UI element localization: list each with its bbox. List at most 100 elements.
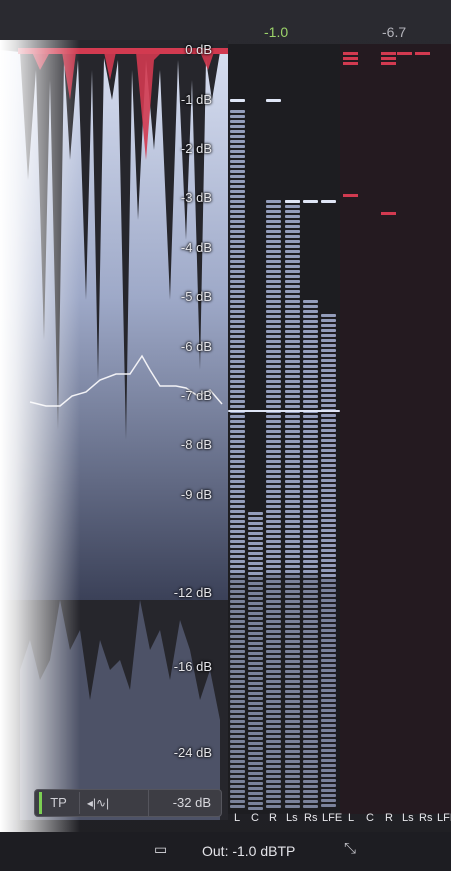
level-segment <box>285 360 300 363</box>
gr-segment <box>343 57 358 60</box>
level-segment <box>266 675 281 678</box>
level-segment <box>285 535 300 538</box>
waveform-reverse-button[interactable]: ◂|∿| <box>79 792 116 814</box>
level-segment <box>303 730 318 733</box>
level-segment <box>266 385 281 388</box>
level-segment <box>248 767 263 770</box>
level-segment <box>285 515 300 518</box>
level-segment <box>230 340 245 343</box>
overshoot-ceiling <box>18 48 228 54</box>
level-segment <box>303 400 318 403</box>
level-segment <box>303 480 318 483</box>
level-segment <box>230 585 245 588</box>
level-segment <box>285 340 300 343</box>
level-segment <box>230 180 245 183</box>
level-segment <box>266 210 281 213</box>
level-segment <box>321 704 336 707</box>
window-icon[interactable]: ▭ <box>154 841 168 857</box>
level-segment <box>266 200 281 203</box>
level-segment <box>285 420 300 423</box>
level-segment <box>303 755 318 758</box>
level-segment <box>230 145 245 148</box>
level-segment <box>285 600 300 603</box>
level-segment <box>303 750 318 753</box>
level-segment <box>230 495 245 498</box>
level-segment <box>285 425 300 428</box>
level-segment <box>321 649 336 652</box>
gr-channel-label-l: L <box>348 812 355 824</box>
level-segment <box>230 575 245 578</box>
level-segment <box>266 720 281 723</box>
level-segment <box>285 240 300 243</box>
level-segment <box>266 375 281 378</box>
output-ceiling-readout[interactable]: Out: -1.0 dBTP <box>202 843 296 859</box>
expand-icon[interactable]: ⤡ <box>344 840 357 857</box>
level-segment <box>285 660 300 663</box>
level-segment <box>321 759 336 762</box>
level-segment <box>248 587 263 590</box>
level-segment <box>321 484 336 487</box>
level-segment <box>303 700 318 703</box>
level-segment <box>321 584 336 587</box>
level-segment <box>285 415 300 418</box>
level-segment <box>303 345 318 348</box>
level-segment <box>285 550 300 553</box>
level-segment <box>266 740 281 743</box>
level-segment <box>321 784 336 787</box>
level-segment <box>230 550 245 553</box>
level-segment <box>230 350 245 353</box>
level-segment <box>285 435 300 438</box>
level-segment <box>321 529 336 532</box>
level-segment <box>321 434 336 437</box>
level-segment <box>303 690 318 693</box>
true-peak-toggle[interactable]: TP <box>39 792 75 814</box>
level-segment <box>266 730 281 733</box>
level-segment <box>266 600 281 603</box>
level-segment <box>285 315 300 318</box>
level-segment <box>230 470 245 473</box>
level-segment <box>285 695 300 698</box>
level-segment <box>303 310 318 313</box>
level-segment <box>303 665 318 668</box>
level-segment <box>321 739 336 742</box>
level-segment <box>248 537 263 540</box>
level-segment <box>303 485 318 488</box>
level-segment <box>285 255 300 258</box>
level-segment <box>303 350 318 353</box>
level-segment <box>230 730 245 733</box>
level-segment <box>285 675 300 678</box>
level-segment <box>303 510 318 513</box>
level-segment <box>266 280 281 283</box>
level-segment <box>230 115 245 118</box>
peak-hold-marker <box>321 200 336 203</box>
level-segment <box>266 275 281 278</box>
level-segment <box>303 320 318 323</box>
level-segment <box>285 455 300 458</box>
level-segment <box>303 585 318 588</box>
range-value[interactable]: -32 dB <box>147 790 211 816</box>
level-segment <box>285 365 300 368</box>
level-segment <box>285 590 300 593</box>
level-segment <box>248 597 263 600</box>
level-segment <box>230 580 245 583</box>
level-segment <box>321 474 336 477</box>
level-segment <box>248 637 263 640</box>
level-segment <box>266 415 281 418</box>
level-segment <box>266 220 281 223</box>
level-segment <box>230 150 245 153</box>
level-segment <box>266 420 281 423</box>
level-segment <box>285 385 300 388</box>
level-segment <box>285 250 300 253</box>
level-segment <box>303 415 318 418</box>
level-segment <box>285 765 300 768</box>
level-segment <box>230 715 245 718</box>
level-segment <box>285 495 300 498</box>
level-segment <box>248 737 263 740</box>
level-segment <box>321 459 336 462</box>
level-segment <box>321 604 336 607</box>
level-segment <box>303 560 318 563</box>
level-segment <box>266 570 281 573</box>
level-segment <box>266 450 281 453</box>
level-segment <box>285 470 300 473</box>
